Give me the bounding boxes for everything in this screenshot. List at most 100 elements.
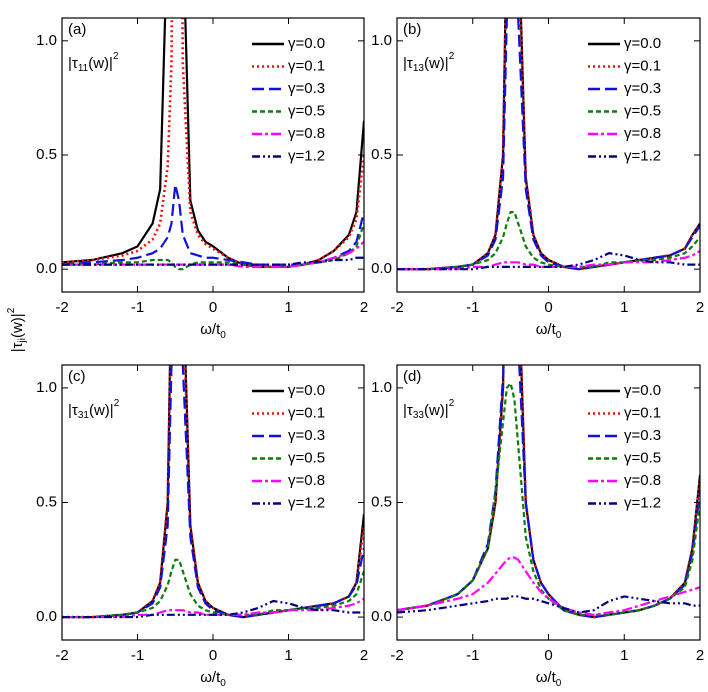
series-line bbox=[397, 252, 700, 271]
legend-label: γ=0.5 bbox=[288, 449, 325, 466]
x-label-part: ω/t bbox=[200, 321, 221, 338]
series-line bbox=[397, 18, 700, 271]
annotation-part: |τ bbox=[403, 55, 413, 72]
annotation-part: (w)| bbox=[88, 55, 113, 72]
y-tick-label: 1.0 bbox=[36, 32, 57, 49]
plot-frame bbox=[61, 17, 365, 293]
x-tick-label: 1 bbox=[284, 647, 292, 664]
x-tick-label: -1 bbox=[131, 299, 144, 316]
panel-label: (a) bbox=[68, 21, 86, 38]
x-tick-label: 0 bbox=[209, 647, 217, 664]
legend-label: γ=1.2 bbox=[624, 147, 661, 164]
legend-label: γ=0.0 bbox=[624, 35, 661, 52]
annotation-sub: 11 bbox=[78, 63, 89, 74]
legend-label: γ=0.5 bbox=[288, 102, 325, 119]
annotation-sup: 2 bbox=[113, 51, 119, 62]
x-axis-label: ω/t0 bbox=[536, 669, 562, 689]
x-tick-label: -1 bbox=[466, 299, 479, 316]
legend-label: γ=0.8 bbox=[288, 125, 325, 142]
y-tick-label: 0.5 bbox=[371, 493, 392, 510]
legend-label: γ=0.1 bbox=[624, 404, 661, 421]
x-axis-label: ω/t0 bbox=[536, 321, 562, 341]
legend-label: γ=1.2 bbox=[288, 494, 325, 511]
x-tick-label: -2 bbox=[55, 647, 68, 664]
legend-label: γ=0.1 bbox=[624, 57, 661, 74]
y-axis-label: |τji(w)|2 bbox=[6, 307, 28, 352]
x-label-part: ω/t bbox=[536, 669, 557, 686]
y-label-sub: ji bbox=[17, 338, 28, 343]
y-tick-label: 0.0 bbox=[371, 260, 392, 277]
y-tick-label: 1.0 bbox=[371, 32, 392, 49]
y-label-sup: 2 bbox=[6, 307, 17, 313]
annotation-part: |τ bbox=[403, 402, 413, 419]
x-label-sub: 0 bbox=[220, 678, 226, 689]
x-label-sub: 0 bbox=[556, 678, 562, 689]
annotation-part: (w)| bbox=[424, 402, 449, 419]
x-tick-label: 0 bbox=[544, 647, 552, 664]
x-label-sub: 0 bbox=[556, 330, 562, 341]
annotation-sub: 31 bbox=[78, 410, 90, 421]
legend-label: γ=0.0 bbox=[624, 382, 661, 399]
y-tick-label: 0.5 bbox=[371, 146, 392, 163]
x-label-part: ω/t bbox=[536, 321, 557, 338]
y-tick-label: 0.0 bbox=[371, 608, 392, 625]
x-tick-label: 0 bbox=[544, 299, 552, 316]
panel-label: (c) bbox=[68, 368, 86, 385]
legend-label: γ=0.8 bbox=[624, 472, 661, 489]
series-line bbox=[62, 18, 364, 268]
panel: 0.00.51.0-2 -1 0 1 2ω/t0γ=0.0γ=0.1γ=0.3γ=0.5… bbox=[371, 17, 704, 341]
plot-frame bbox=[61, 364, 365, 641]
legend-label: γ=0.3 bbox=[288, 80, 325, 97]
x-tick-label: 2 bbox=[360, 299, 368, 316]
plot-frame bbox=[396, 364, 701, 641]
legend-label: γ=0.1 bbox=[288, 404, 325, 421]
x-axis-label: ω/t0 bbox=[200, 669, 226, 689]
annotation-part: (w)| bbox=[424, 55, 449, 72]
x-tick-label: -1 bbox=[131, 647, 144, 664]
legend-label: γ=0.3 bbox=[624, 427, 661, 444]
x-tick-label: -1 bbox=[466, 647, 479, 664]
series-line bbox=[397, 380, 700, 616]
legend-label: γ=0.3 bbox=[624, 80, 661, 97]
panel: 0.00.51.0-2 -1 0 1 2ω/t0γ=0.0γ=0.1γ=0.3γ=0.5… bbox=[371, 364, 704, 689]
series-line bbox=[397, 210, 700, 271]
panel-annotation: |τ31(w)|2 bbox=[68, 398, 120, 421]
legend-label: γ=0.5 bbox=[624, 449, 661, 466]
annotation-sup: 2 bbox=[449, 51, 455, 62]
legend-label: γ=0.0 bbox=[288, 35, 325, 52]
legend-label: γ=0.3 bbox=[288, 427, 325, 444]
y-tick-label: 0.5 bbox=[36, 493, 57, 510]
annotation-sup: 2 bbox=[449, 398, 455, 409]
y-tick-label: 0.0 bbox=[36, 260, 57, 277]
panel-annotation: |τ13(w)|2 bbox=[403, 51, 455, 74]
panel-annotation: |τ11(w)|2 bbox=[68, 51, 119, 74]
series-line bbox=[62, 365, 364, 619]
y-tick-label: 0.0 bbox=[36, 608, 57, 625]
annotation-part: |τ bbox=[68, 402, 78, 419]
x-tick-label: 2 bbox=[360, 647, 368, 664]
plot-frame bbox=[396, 17, 701, 293]
y-label-part: (w)| bbox=[9, 313, 26, 338]
x-tick-label: 1 bbox=[284, 299, 292, 316]
x-tick-label: -2 bbox=[390, 299, 403, 316]
legend-label: γ=1.2 bbox=[288, 147, 325, 164]
annotation-part: |τ bbox=[68, 55, 78, 72]
x-tick-label: -2 bbox=[55, 299, 68, 316]
series-line bbox=[397, 556, 700, 616]
series-line bbox=[62, 184, 364, 266]
series-line bbox=[62, 558, 364, 619]
y-tick-label: 1.0 bbox=[371, 379, 392, 396]
panel: 0.00.51.0-2 -1 0 1 2ω/t0γ=0.0γ=0.1γ=0.3γ=0.5… bbox=[36, 364, 368, 689]
annotation-sup: 2 bbox=[114, 398, 120, 409]
x-tick-label: 1 bbox=[620, 647, 628, 664]
legend-label: γ=0.5 bbox=[624, 102, 661, 119]
legend-label: γ=0.0 bbox=[288, 382, 325, 399]
legend-label: γ=0.1 bbox=[288, 57, 325, 74]
series-line bbox=[62, 256, 364, 266]
x-tick-label: 0 bbox=[209, 299, 217, 316]
x-tick-label: -2 bbox=[390, 647, 403, 664]
series-line bbox=[397, 18, 700, 271]
x-tick-label: 1 bbox=[620, 299, 628, 316]
y-label-part: |τ bbox=[9, 342, 26, 352]
